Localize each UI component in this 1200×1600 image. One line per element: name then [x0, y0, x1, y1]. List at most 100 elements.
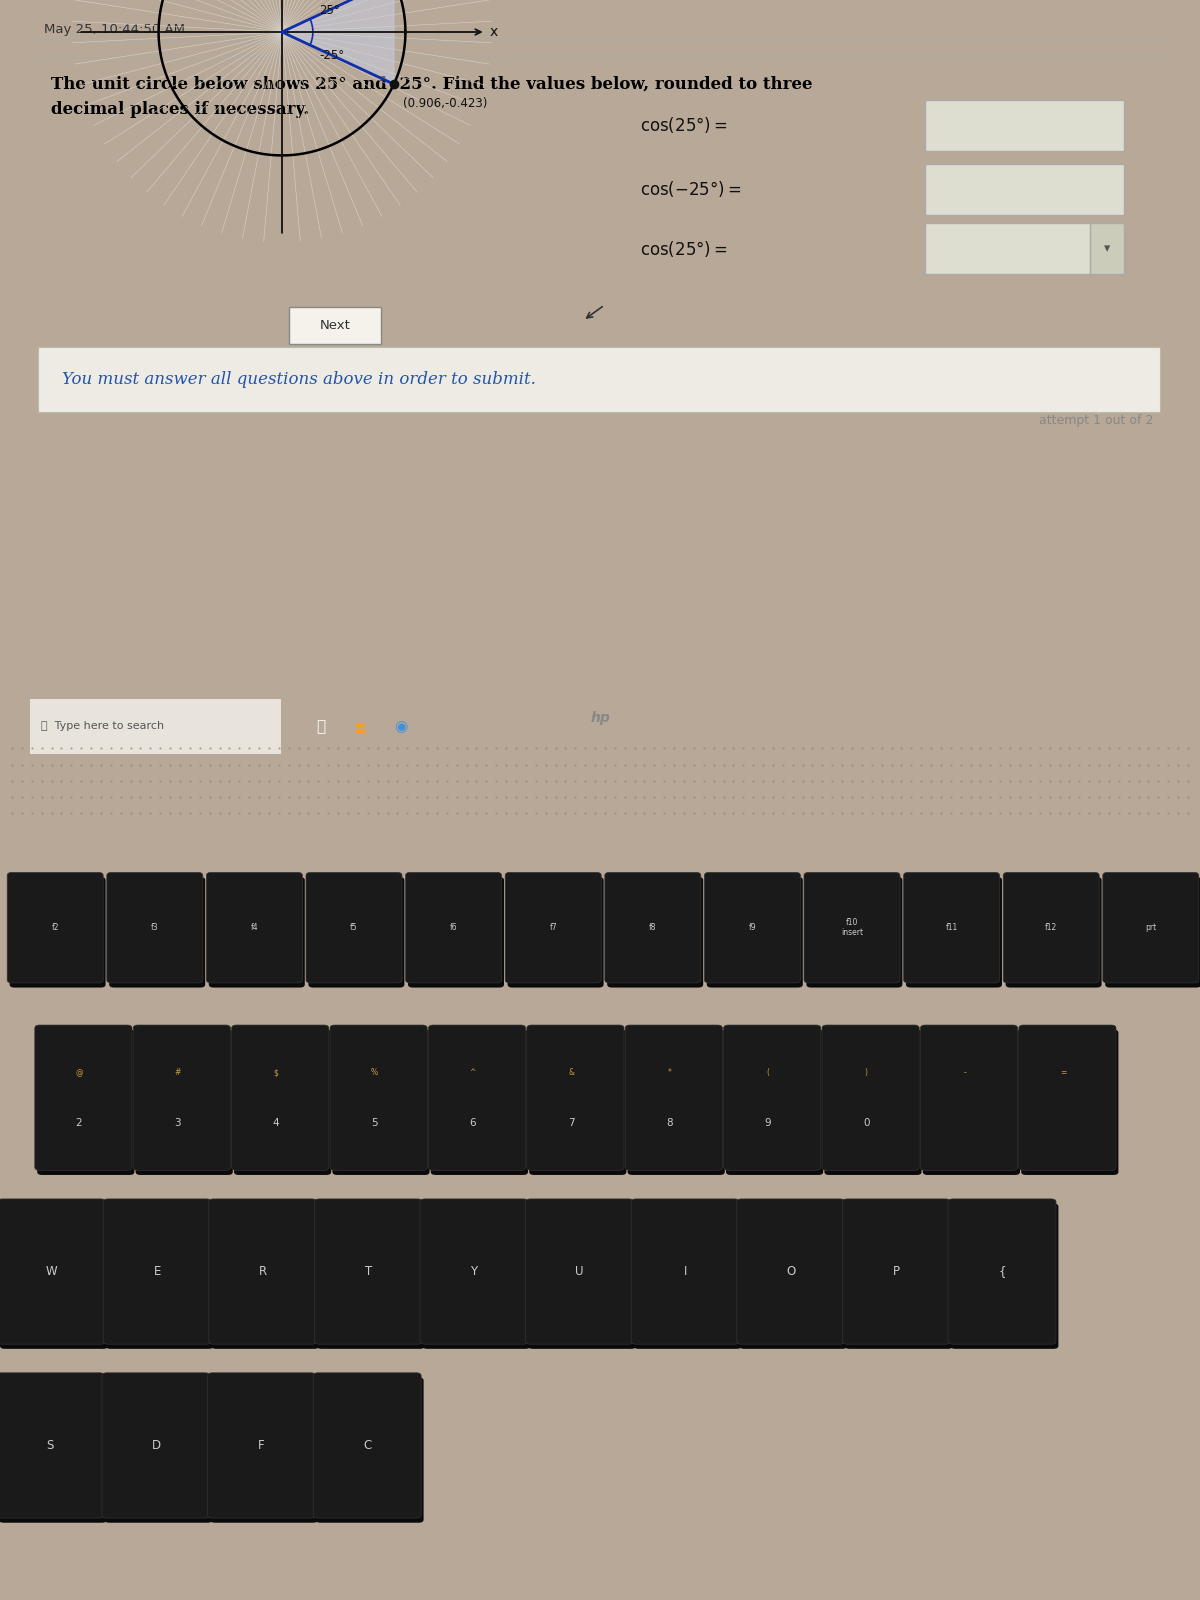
FancyBboxPatch shape	[923, 1030, 1020, 1174]
Text: (: (	[767, 1069, 769, 1077]
FancyBboxPatch shape	[724, 1026, 821, 1170]
FancyBboxPatch shape	[634, 1203, 742, 1349]
Text: f11: f11	[946, 923, 958, 933]
FancyBboxPatch shape	[526, 1198, 634, 1344]
FancyBboxPatch shape	[804, 872, 900, 982]
FancyBboxPatch shape	[308, 877, 404, 987]
FancyBboxPatch shape	[422, 1203, 530, 1349]
FancyBboxPatch shape	[109, 877, 205, 987]
FancyBboxPatch shape	[316, 1378, 424, 1523]
Text: &: &	[568, 1069, 574, 1077]
Text: -: -	[964, 1069, 966, 1077]
FancyBboxPatch shape	[607, 877, 703, 987]
FancyBboxPatch shape	[10, 877, 106, 987]
FancyBboxPatch shape	[107, 872, 203, 982]
Text: f2: f2	[52, 923, 59, 933]
Text: ▬: ▬	[355, 720, 366, 730]
Text: prt: prt	[1145, 923, 1157, 933]
Text: f7: f7	[550, 923, 557, 933]
FancyBboxPatch shape	[208, 1373, 316, 1518]
FancyBboxPatch shape	[209, 877, 305, 987]
Text: 4: 4	[272, 1118, 280, 1128]
FancyBboxPatch shape	[408, 877, 504, 987]
Text: attempt 1 out of 2: attempt 1 out of 2	[1038, 414, 1153, 427]
FancyBboxPatch shape	[845, 1203, 953, 1349]
FancyBboxPatch shape	[707, 877, 803, 987]
Text: *: *	[667, 1069, 671, 1077]
FancyBboxPatch shape	[133, 1026, 230, 1170]
Text: $: $	[274, 1069, 278, 1077]
Text: f12: f12	[1045, 923, 1057, 933]
FancyBboxPatch shape	[420, 1198, 528, 1344]
Text: ): )	[865, 1069, 868, 1077]
FancyBboxPatch shape	[306, 872, 402, 982]
FancyBboxPatch shape	[1091, 224, 1124, 275]
FancyBboxPatch shape	[0, 1378, 107, 1523]
FancyBboxPatch shape	[103, 1198, 211, 1344]
FancyBboxPatch shape	[0, 1203, 108, 1349]
FancyBboxPatch shape	[948, 1198, 1056, 1344]
FancyBboxPatch shape	[1105, 877, 1200, 987]
FancyBboxPatch shape	[824, 1030, 922, 1174]
FancyBboxPatch shape	[38, 347, 1159, 413]
FancyBboxPatch shape	[210, 1378, 318, 1523]
Text: %: %	[371, 1069, 378, 1077]
FancyBboxPatch shape	[625, 1026, 722, 1170]
FancyBboxPatch shape	[0, 1198, 106, 1344]
FancyBboxPatch shape	[806, 877, 902, 987]
Text: 3: 3	[174, 1118, 181, 1128]
Text: Next: Next	[319, 318, 350, 331]
Text: R: R	[259, 1266, 266, 1278]
Text: f4: f4	[251, 923, 258, 933]
Text: $\cos(25°) =$: $\cos(25°) =$	[640, 115, 727, 134]
Text: O: O	[786, 1266, 796, 1278]
FancyBboxPatch shape	[704, 872, 800, 982]
Text: =: =	[1060, 1069, 1067, 1077]
FancyBboxPatch shape	[508, 877, 604, 987]
FancyBboxPatch shape	[605, 872, 701, 982]
Text: ▾: ▾	[1104, 242, 1110, 254]
FancyBboxPatch shape	[505, 872, 601, 982]
Text: ^: ^	[469, 1069, 476, 1077]
Text: #: #	[174, 1069, 181, 1077]
FancyBboxPatch shape	[102, 1373, 210, 1518]
FancyBboxPatch shape	[1103, 872, 1199, 982]
Text: 7: 7	[568, 1118, 575, 1128]
FancyBboxPatch shape	[925, 224, 1124, 275]
Text: ⧉: ⧉	[316, 718, 325, 734]
Text: The unit circle below shows 25° and -25°. Find the values below, rounded to thre: The unit circle below shows 25° and -25°…	[50, 75, 812, 93]
FancyBboxPatch shape	[314, 1198, 422, 1344]
FancyBboxPatch shape	[206, 872, 302, 982]
FancyBboxPatch shape	[527, 1026, 624, 1170]
FancyBboxPatch shape	[1003, 872, 1099, 982]
Text: 5: 5	[371, 1118, 378, 1128]
Text: T: T	[365, 1266, 372, 1278]
Text: P: P	[893, 1266, 900, 1278]
FancyBboxPatch shape	[289, 307, 382, 344]
FancyBboxPatch shape	[822, 1026, 919, 1170]
FancyBboxPatch shape	[628, 1030, 725, 1174]
Text: I: I	[684, 1266, 686, 1278]
FancyBboxPatch shape	[904, 872, 1000, 982]
FancyBboxPatch shape	[317, 1203, 425, 1349]
Text: May 25, 10:44:50 AM: May 25, 10:44:50 AM	[43, 22, 185, 35]
FancyBboxPatch shape	[428, 1026, 526, 1170]
Text: ▬: ▬	[354, 725, 367, 738]
FancyBboxPatch shape	[136, 1030, 233, 1174]
FancyBboxPatch shape	[726, 1030, 823, 1174]
Text: f6: f6	[450, 923, 457, 933]
Text: 6: 6	[469, 1118, 476, 1128]
FancyBboxPatch shape	[232, 1026, 329, 1170]
FancyBboxPatch shape	[950, 1203, 1058, 1349]
Text: -25°: -25°	[319, 50, 344, 62]
Text: f10
insert: f10 insert	[841, 918, 863, 938]
Text: f3: f3	[151, 923, 158, 933]
FancyBboxPatch shape	[211, 1203, 319, 1349]
Text: F: F	[258, 1438, 265, 1451]
FancyBboxPatch shape	[920, 1026, 1018, 1170]
FancyBboxPatch shape	[30, 699, 281, 754]
FancyBboxPatch shape	[209, 1198, 317, 1344]
FancyBboxPatch shape	[35, 1026, 132, 1170]
FancyBboxPatch shape	[330, 1026, 427, 1170]
FancyBboxPatch shape	[332, 1030, 430, 1174]
